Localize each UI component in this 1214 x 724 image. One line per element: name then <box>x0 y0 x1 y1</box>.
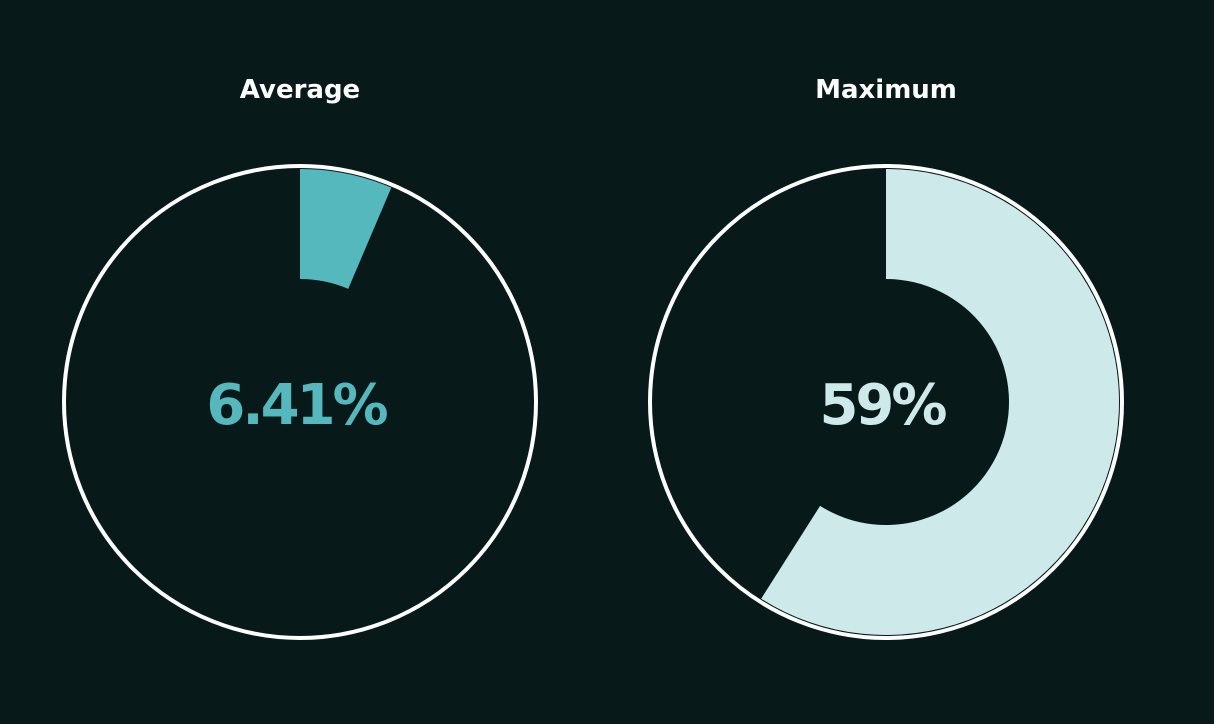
gauge-chart: 6.41% <box>62 164 538 640</box>
average-gauge: Average 6.41% <box>0 0 600 724</box>
gauge-arc <box>300 169 392 289</box>
gauge-chart: 59% <box>648 164 1124 640</box>
gauge-title: Maximum <box>815 75 957 105</box>
maximum-gauge: Maximum 59% <box>586 0 1186 724</box>
gauge-value-label: 6.41% <box>206 373 387 438</box>
gauge-arc <box>761 169 1119 635</box>
gauge-ring <box>62 164 538 640</box>
gauge-ring <box>648 164 1124 640</box>
gauge-value-label: 59% <box>819 373 946 438</box>
gauge-title: Average <box>239 75 361 105</box>
